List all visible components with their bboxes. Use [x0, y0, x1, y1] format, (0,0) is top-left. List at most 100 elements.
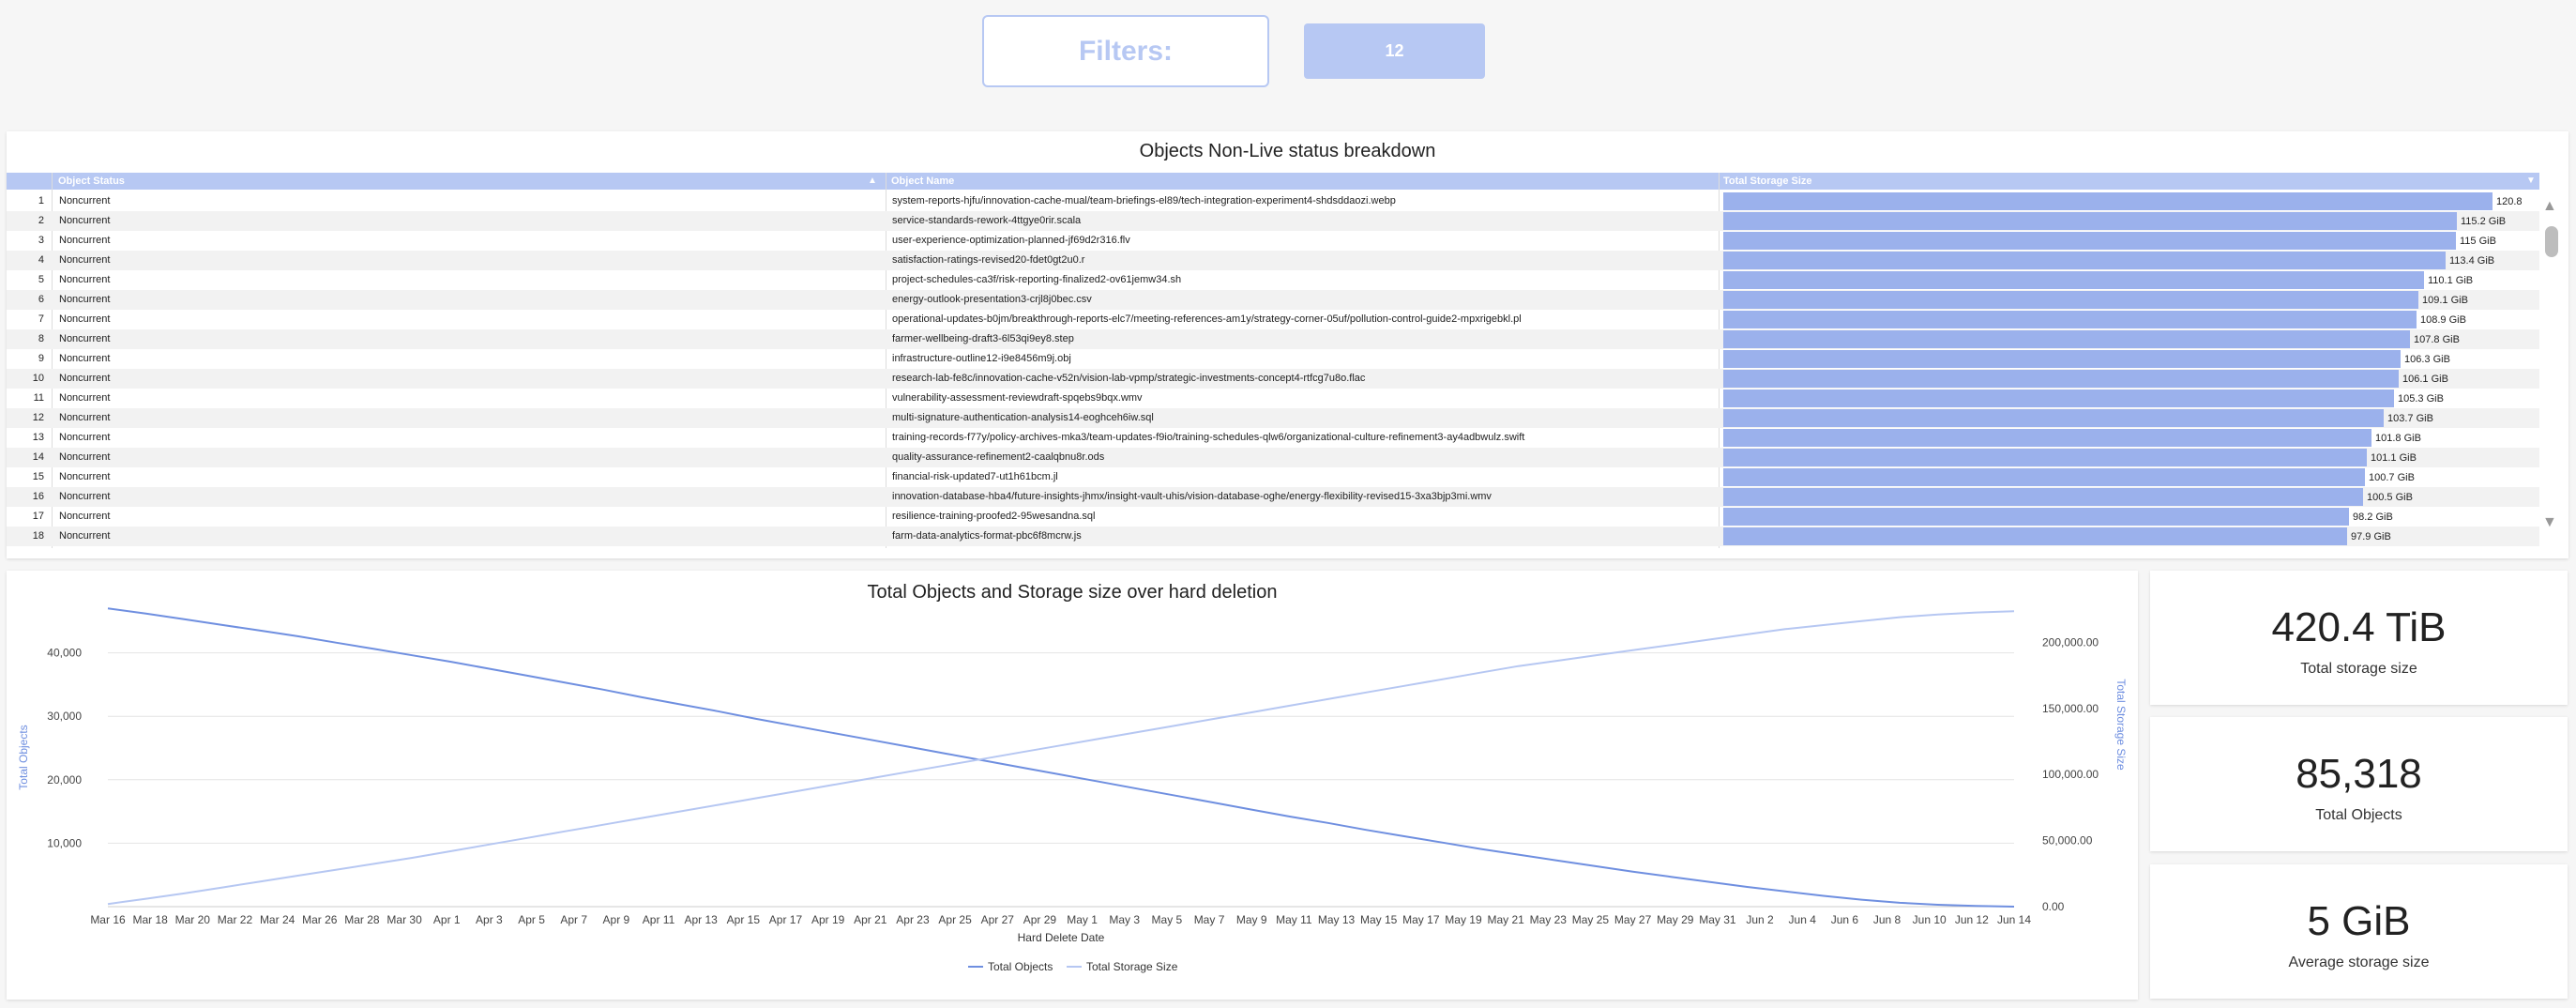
- table-row[interactable]: 5 Noncurrent project-schedules-ca3f/risk-r…: [7, 270, 2539, 290]
- x-tick-label: Mar 30: [386, 913, 422, 926]
- object-status-cell: Noncurrent: [59, 530, 111, 542]
- kpi-card-total-storage: 420.4 TiB Total storage size: [2150, 571, 2568, 705]
- x-tick-label: May 11: [1276, 913, 1312, 926]
- x-tick-label: Mar 18: [132, 913, 168, 926]
- y-right-tick-label: 50,000.00: [2042, 834, 2093, 848]
- x-tick-label: Apr 7: [560, 913, 587, 926]
- x-tick-label: May 27: [1614, 913, 1652, 926]
- series-line-total-objects: [107, 607, 2015, 908]
- x-tick-label: Jun 4: [1789, 913, 1817, 926]
- scroll-up-icon[interactable]: ▲: [2542, 198, 2557, 214]
- row-index: 13: [32, 432, 44, 443]
- x-tick-label: Apr 1: [433, 913, 461, 926]
- x-tick-label: Mar 24: [260, 913, 295, 926]
- filter-count: 12: [1385, 41, 1404, 60]
- object-name-cell: farm-data-analytics-format-pbc6f8mcrw.js: [892, 530, 1082, 542]
- scroll-down-icon[interactable]: ▼: [2542, 514, 2557, 530]
- table-row[interactable]: 10 Noncurrent research-lab-fe8c/innovation…: [7, 369, 2539, 389]
- storage-size-bar: [1723, 468, 2365, 486]
- storage-size-bar: [1723, 370, 2399, 388]
- sort-asc-icon[interactable]: ▲: [868, 176, 877, 186]
- table-title: Objects Non-Live status breakdown: [1139, 141, 1436, 161]
- table-row[interactable]: 12 Noncurrent multi-signature-authenticati…: [7, 408, 2539, 428]
- object-name-cell: energy-outlook-presentation3-crjl8j0bec.…: [892, 294, 1092, 305]
- kpi-card-total-objects: 85,318 Total Objects: [2150, 717, 2568, 851]
- x-tick-label: Apr 27: [981, 913, 1015, 926]
- filters-label: Filters:: [1078, 35, 1174, 67]
- object-name-cell: user-experience-optimization-planned-jf6…: [892, 235, 1130, 246]
- sort-desc-icon[interactable]: ▼: [2526, 176, 2536, 186]
- x-tick-label: Jun 10: [1913, 913, 1947, 926]
- filter-count-button[interactable]: 12: [1304, 23, 1485, 79]
- object-status-cell: Noncurrent: [59, 274, 111, 285]
- kpi-card-average-storage: 5 GiB Average storage size: [2150, 864, 2568, 999]
- table-row[interactable]: 15 Noncurrent financial-risk-updated7-ut1h…: [7, 467, 2539, 487]
- storage-size-bar: [1723, 488, 2363, 506]
- table-row[interactable]: 8 Noncurrent farmer-wellbeing-draft3-6l53q…: [7, 329, 2539, 349]
- storage-size-bar: [1723, 449, 2367, 466]
- x-tick-label: Jun 8: [1873, 913, 1902, 926]
- table-row[interactable]: 9 Noncurrent infrastructure-outline12-i9e8…: [7, 349, 2539, 369]
- x-tick-label: Apr 9: [603, 913, 630, 926]
- table-scrollbar[interactable]: [2545, 226, 2558, 257]
- object-status-cell: Noncurrent: [59, 294, 111, 305]
- storage-size-bar: [1723, 330, 2410, 348]
- object-name-cell: farmer-wellbeing-draft3-6l53qi9ey8.step: [892, 333, 1074, 344]
- table-row[interactable]: 16 Noncurrent innovation-database-hba4/fut…: [7, 487, 2539, 507]
- y-right-tick-label: 0.00: [2042, 900, 2065, 913]
- y-right-tick-label: 100,000.00: [2042, 768, 2099, 781]
- table-row[interactable]: 18 Noncurrent farm-data-analytics-format-p…: [7, 527, 2539, 546]
- table-header: Object Status ▲ Object Name Total Storag…: [7, 173, 2539, 190]
- table-row[interactable]: 1 Noncurrent system-reports-hjfu/innovatio…: [7, 191, 2539, 228]
- storage-size-bar: [1723, 311, 2417, 328]
- column-header-object-name[interactable]: Object Name: [891, 176, 955, 187]
- object-name-cell: operational-updates-b0jm/breakthrough-re…: [892, 313, 1522, 325]
- object-name-cell: research-lab-fe8c/innovation-cache-v52n/…: [892, 373, 1366, 384]
- table-row[interactable]: 13 Noncurrent training-records-f77y/policy…: [7, 428, 2539, 448]
- row-index: 4: [38, 254, 44, 266]
- kpi-value: 5 GiB: [2307, 898, 2411, 944]
- object-name-cell: quality-assurance-refinement2-caalqbnu8r…: [892, 451, 1105, 463]
- object-status-cell: Noncurrent: [59, 333, 111, 344]
- storage-size-bar: [1723, 232, 2456, 250]
- table-row[interactable]: 11 Noncurrent vulnerability-assessment-rev…: [7, 389, 2539, 408]
- x-tick-label: May 23: [1530, 913, 1568, 926]
- table-row[interactable]: 6 Noncurrent energy-outlook-presentation3-…: [7, 290, 2539, 310]
- column-header-object-status[interactable]: Object Status: [58, 176, 125, 187]
- object-name-cell: resilience-training-proofed2-95wesandna.…: [892, 511, 1096, 522]
- table-row[interactable]: 2 Noncurrent service-standards-rework-4ttg…: [7, 211, 2539, 231]
- x-tick-label: May 9: [1236, 913, 1267, 926]
- x-tick-label: May 29: [1657, 913, 1694, 926]
- y-left-axis-title: Total Objects: [17, 725, 30, 789]
- row-index: 18: [32, 530, 44, 542]
- table-row[interactable]: 4 Noncurrent satisfaction-ratings-revised2…: [7, 251, 2539, 270]
- column-header-total-storage-size[interactable]: Total Storage Size: [1723, 176, 1812, 187]
- storage-size-bar: [1723, 192, 2493, 210]
- x-tick-label: Apr 13: [684, 913, 718, 926]
- y-left-tick-label: 40,000: [47, 647, 82, 660]
- object-status-cell: Noncurrent: [59, 392, 111, 404]
- table-row[interactable]: 3 Noncurrent user-experience-optimization-…: [7, 231, 2539, 251]
- storage-size-label: 97.9 GiB: [2351, 531, 2391, 542]
- storage-size-label: 115 GiB: [2460, 236, 2496, 247]
- storage-size-label: 101.1 GiB: [2371, 452, 2417, 464]
- legend-label: Total Objects: [988, 960, 1053, 973]
- object-status-cell: Noncurrent: [59, 235, 111, 246]
- storage-size-label: 100.5 GiB: [2367, 492, 2413, 503]
- storage-size-bar: [1723, 291, 2418, 309]
- object-status-cell: Noncurrent: [59, 471, 111, 482]
- x-tick-label: Jun 2: [1746, 913, 1774, 926]
- object-status-cell: Noncurrent: [59, 215, 111, 226]
- object-name-cell: multi-signature-authentication-analysis1…: [892, 412, 1154, 423]
- storage-size-label: 115.2 GiB: [2461, 216, 2507, 227]
- storage-size-label: 106.1 GiB: [2402, 374, 2448, 385]
- table-row[interactable]: 17 Noncurrent resilience-training-proofed2…: [7, 507, 2539, 527]
- deletion-chart-card: Total Objects and Storage size over hard…: [7, 571, 2138, 1000]
- table-row[interactable]: 7 Noncurrent operational-updates-b0jm/brea…: [7, 310, 2539, 329]
- storage-size-label: 113.4 GiB: [2449, 255, 2495, 267]
- y-left-tick-label: 30,000: [47, 710, 82, 723]
- x-tick-label: Apr 25: [938, 913, 972, 926]
- table-row[interactable]: 14 Noncurrent quality-assurance-refinement…: [7, 448, 2539, 467]
- storage-size-label: 106.3 GiB: [2404, 354, 2450, 365]
- row-index: 11: [33, 392, 44, 404]
